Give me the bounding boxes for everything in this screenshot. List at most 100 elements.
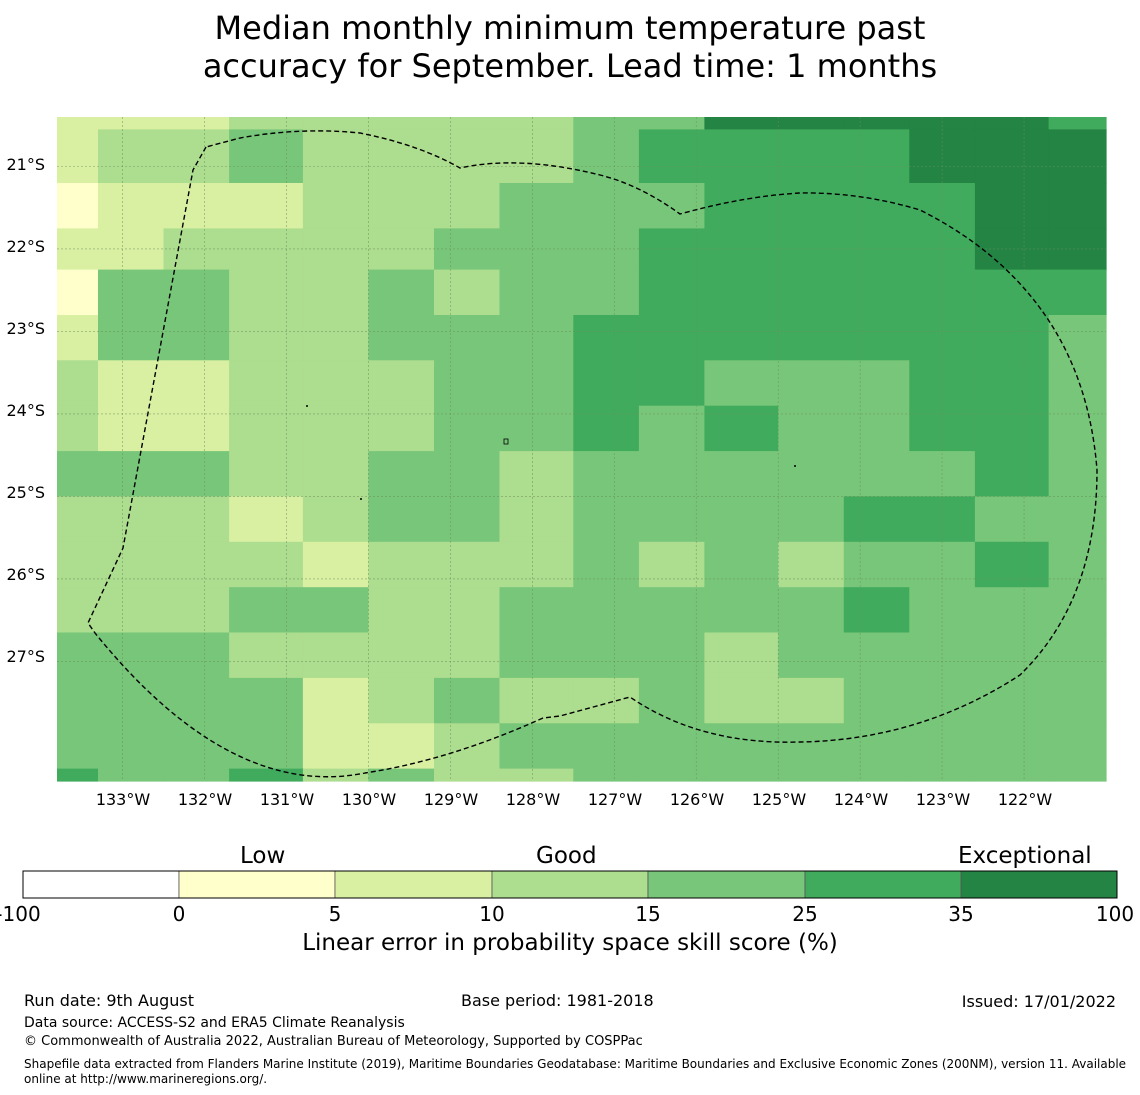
skill-cell [909, 723, 976, 770]
skill-cell [302, 129, 370, 184]
skill-cell [302, 405, 370, 452]
skill-cell [434, 183, 501, 229]
skill-cell [163, 587, 230, 634]
skill-cell [909, 269, 976, 316]
skill-cell [229, 183, 304, 229]
skill-cell [499, 541, 574, 588]
skill-cell [302, 768, 370, 782]
colorbar-tick-label: 0 [172, 902, 186, 926]
skill-cell [163, 183, 230, 229]
skill-cell [57, 315, 99, 361]
colorbar-frame [22, 870, 1118, 899]
skill-cell [368, 677, 435, 724]
skill-cell [163, 228, 230, 271]
skill-cell [843, 496, 910, 543]
skill-cell [778, 723, 845, 770]
skill-cell [778, 228, 845, 271]
skill-cell [974, 269, 1050, 316]
skill-cell [98, 541, 165, 588]
skill-cell [57, 129, 99, 184]
skill-cell [499, 723, 574, 770]
skill-cell [368, 768, 435, 782]
skill-cell [573, 677, 640, 724]
skill-cell [163, 129, 230, 184]
skill-cell [434, 228, 501, 271]
skill-cell [909, 768, 976, 782]
colorbar-tick-label: 15 [635, 902, 661, 926]
skill-cell [573, 496, 640, 543]
skill-cell [229, 269, 304, 316]
skill-cell [704, 451, 779, 498]
skill-cell [573, 723, 640, 770]
skill-cell [434, 541, 501, 588]
skill-cell [434, 496, 501, 543]
eez-boundary-line [87, 130, 1098, 778]
skill-cell [1048, 587, 1107, 634]
skill-cell [974, 451, 1050, 498]
skill-cell [1048, 360, 1107, 407]
skill-cell [638, 768, 706, 782]
colorbar-category-exceptional: Exceptional [958, 843, 1092, 869]
skill-cell [499, 677, 574, 724]
colorbar-segment [491, 870, 649, 899]
skill-cell [499, 632, 574, 679]
skill-cell [229, 496, 304, 543]
skill-cell [163, 677, 230, 724]
skill-cell [434, 269, 501, 316]
issued-date: Issued: 17/01/2022 [961, 992, 1116, 1011]
skill-cell [98, 117, 165, 130]
skill-cell [368, 129, 435, 184]
skill-cell [1048, 768, 1107, 782]
skill-cell [704, 587, 779, 634]
skill-cell [98, 451, 165, 498]
skill-cell [368, 405, 435, 452]
data-source: Data source: ACCESS-S2 and ERA5 Climate … [24, 1015, 405, 1031]
lon-tick-label: 123°W [916, 790, 971, 809]
skill-cell [57, 360, 99, 407]
islands [306, 405, 796, 500]
skill-cell [98, 677, 165, 724]
skill-cell [573, 632, 640, 679]
shapefile-credit-line-1: Shapefile data extracted from Flanders M… [24, 1057, 1127, 1071]
skill-cell [57, 405, 99, 452]
skill-cell [909, 587, 976, 634]
skill-cell [1048, 183, 1107, 229]
skill-cell [57, 723, 99, 770]
colorbar-tick-label: 25 [792, 902, 818, 926]
skill-cell [499, 183, 574, 229]
skill-cell [778, 768, 845, 782]
skill-cell [974, 677, 1050, 724]
skill-cell [302, 541, 370, 588]
skill-cell [704, 541, 779, 588]
skill-cell [57, 183, 99, 229]
skill-cell [1048, 496, 1107, 543]
skill-cell [843, 723, 910, 770]
skill-cell [229, 360, 304, 407]
skill-cell [778, 117, 845, 130]
skill-cell [573, 117, 640, 130]
skill-cell [704, 117, 779, 130]
lon-tick-label: 125°W [752, 790, 807, 809]
skill-cell [638, 228, 706, 271]
skill-cell [434, 587, 501, 634]
colorbar-segment [22, 870, 180, 899]
skill-cell [98, 587, 165, 634]
skill-cell [302, 360, 370, 407]
lon-tick-label: 132°W [178, 790, 233, 809]
skill-cell [843, 768, 910, 782]
skill-cell [573, 269, 640, 316]
colorbar-category-low: Low [240, 843, 286, 869]
skill-cell [98, 315, 165, 361]
skill-cell [704, 723, 779, 770]
skill-cell [499, 315, 574, 361]
skill-cell [1048, 129, 1107, 184]
skill-cell [163, 541, 230, 588]
shapefile-credit-line-2: online at http://www.marineregions.org/. [24, 1072, 268, 1086]
skill-cell [638, 723, 706, 770]
skill-cell [909, 496, 976, 543]
skill-cell [57, 768, 99, 782]
skill-cell [704, 129, 779, 184]
colorbar-title: Linear error in probability space skill … [302, 930, 838, 956]
skill-cell [909, 451, 976, 498]
skill-cell [974, 183, 1050, 229]
